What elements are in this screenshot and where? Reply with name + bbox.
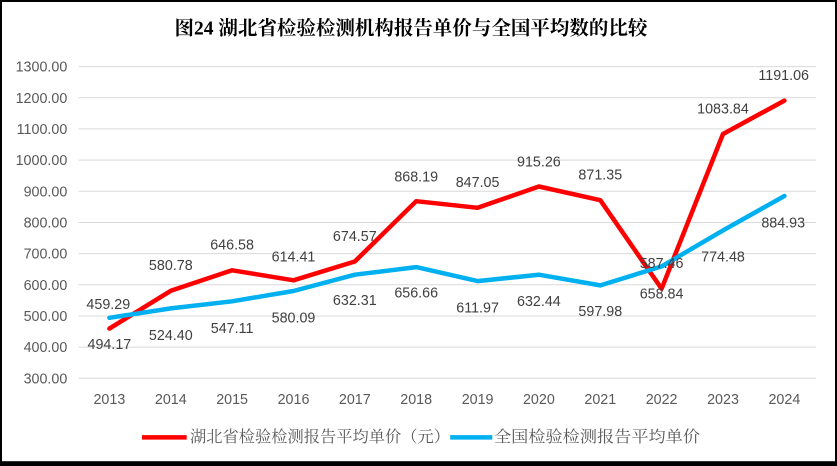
svg-text:全国检验检测报告平均单价: 全国检验检测报告平均单价 [494, 427, 700, 446]
svg-text:614.41: 614.41 [272, 250, 316, 266]
svg-text:500.00: 500.00 [24, 309, 68, 325]
svg-text:2015: 2015 [216, 392, 248, 408]
svg-text:2017: 2017 [339, 392, 371, 408]
svg-text:524.40: 524.40 [149, 328, 193, 344]
svg-text:847.05: 847.05 [456, 175, 500, 191]
svg-text:2022: 2022 [646, 392, 678, 408]
svg-text:632.44: 632.44 [517, 294, 561, 310]
svg-text:600.00: 600.00 [24, 278, 68, 294]
svg-text:2019: 2019 [462, 392, 494, 408]
svg-text:915.26: 915.26 [517, 155, 561, 171]
svg-text:868.19: 868.19 [394, 169, 438, 185]
svg-text:587.46: 587.46 [640, 256, 684, 272]
svg-text:300.00: 300.00 [24, 371, 68, 387]
svg-text:2020: 2020 [523, 392, 555, 408]
svg-text:632.31: 632.31 [333, 293, 377, 309]
svg-text:700.00: 700.00 [24, 247, 68, 263]
svg-text:611.97: 611.97 [456, 300, 499, 316]
svg-text:646.58: 646.58 [210, 238, 254, 254]
svg-text:459.29: 459.29 [86, 297, 130, 313]
svg-text:1191.06: 1191.06 [758, 68, 809, 84]
svg-text:900.00: 900.00 [24, 184, 68, 200]
svg-text:597.98: 597.98 [578, 304, 622, 320]
svg-text:871.35: 871.35 [578, 168, 622, 184]
svg-text:580.78: 580.78 [149, 258, 193, 274]
svg-text:674.57: 674.57 [333, 229, 377, 245]
svg-text:2018: 2018 [400, 392, 432, 408]
svg-text:658.84: 658.84 [640, 287, 684, 303]
svg-text:774.48: 774.48 [701, 249, 745, 265]
svg-text:1300.00: 1300.00 [16, 60, 68, 76]
svg-text:2023: 2023 [707, 392, 739, 408]
svg-text:884.93: 884.93 [761, 216, 805, 232]
svg-text:1100.00: 1100.00 [17, 122, 68, 138]
svg-text:656.66: 656.66 [394, 286, 438, 302]
svg-text:2016: 2016 [278, 392, 310, 408]
svg-text:800.00: 800.00 [24, 216, 68, 232]
svg-text:2014: 2014 [155, 392, 187, 408]
svg-text:图24 湖北省检验检测机构报告单价与全国平均数的比较: 图24 湖北省检验检测机构报告单价与全国平均数的比较 [175, 17, 649, 40]
svg-text:2024: 2024 [768, 392, 800, 408]
svg-text:400.00: 400.00 [24, 340, 68, 356]
svg-text:1083.84: 1083.84 [697, 101, 749, 117]
svg-text:547.11: 547.11 [211, 321, 254, 337]
svg-text:1200.00: 1200.00 [16, 91, 68, 107]
svg-text:494.17: 494.17 [88, 337, 132, 353]
svg-text:湖北省检验检测报告平均单价（元）: 湖北省检验检测报告平均单价（元） [190, 427, 450, 446]
svg-text:580.09: 580.09 [272, 311, 316, 327]
svg-text:2021: 2021 [584, 392, 616, 408]
svg-text:1000.00: 1000.00 [16, 153, 68, 169]
svg-text:2013: 2013 [93, 392, 125, 408]
